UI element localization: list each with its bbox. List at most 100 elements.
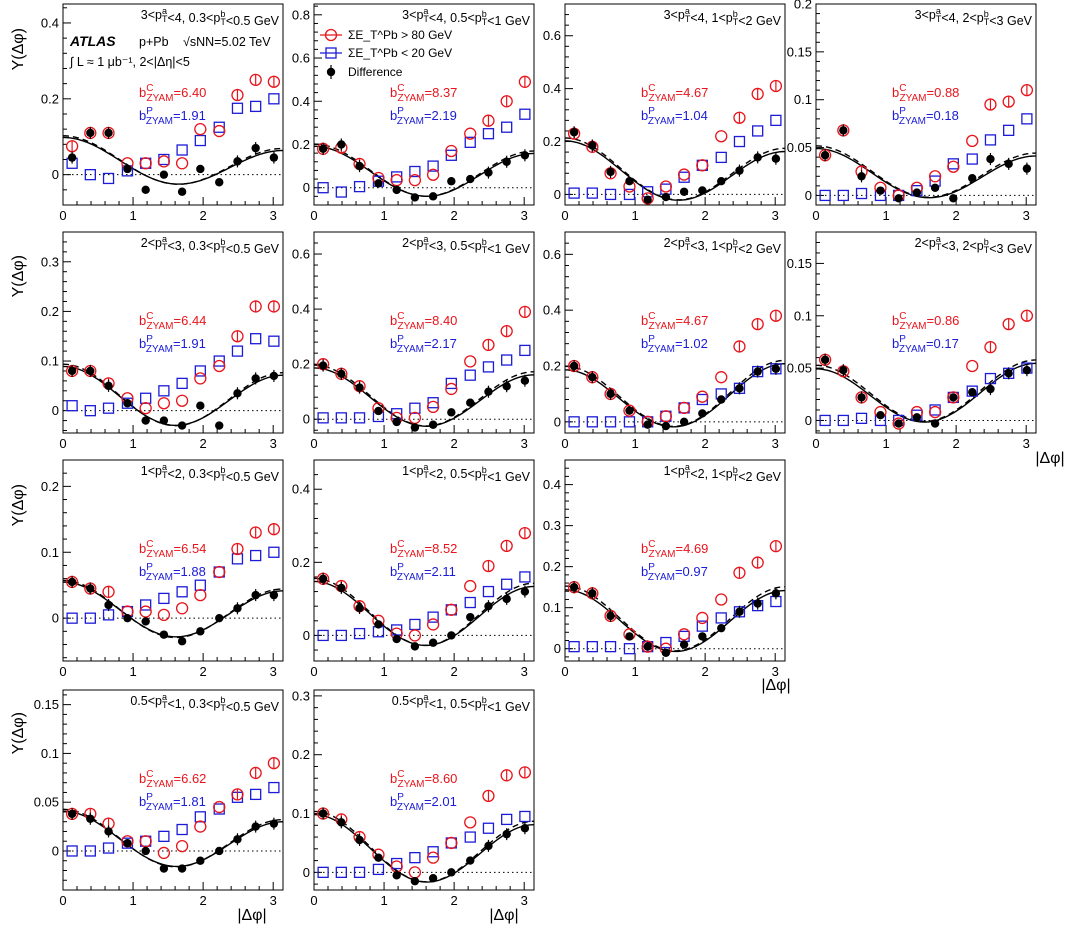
difference-point — [269, 153, 279, 162]
difference-point — [355, 603, 364, 613]
fit-curve-dashed — [564, 585, 786, 652]
central-point — [482, 559, 495, 573]
x-tick-label: 3 — [270, 436, 277, 451]
difference-point — [484, 387, 493, 396]
central-point — [500, 769, 513, 782]
difference-point — [894, 419, 903, 428]
central-point — [733, 566, 746, 579]
peripheral-point — [353, 180, 366, 193]
peripheral-point — [66, 400, 78, 412]
difference-point — [661, 192, 671, 202]
peripheral-point — [335, 412, 347, 424]
x-tick-label: 3 — [521, 893, 528, 908]
peripheral-point — [568, 416, 580, 428]
peripheral-point — [837, 189, 849, 202]
central-point — [139, 157, 152, 170]
difference-point — [104, 600, 113, 610]
peripheral-point — [391, 857, 403, 870]
peripheral-point — [268, 546, 280, 558]
y-tick-label: 0.4 — [292, 94, 310, 109]
peripheral-point — [445, 149, 457, 161]
difference-point — [233, 835, 242, 844]
difference-point — [337, 818, 346, 827]
central-point — [659, 410, 673, 423]
panel-frame — [62, 3, 284, 206]
x-axis-title: |Δφ| — [1035, 450, 1064, 467]
central-point — [696, 159, 709, 172]
difference-point — [269, 819, 279, 828]
difference-point — [643, 420, 652, 429]
fit-curve-dashed — [62, 135, 284, 185]
y-tick-label: 0.05 — [34, 795, 59, 810]
x-tick-label: 0 — [310, 208, 317, 223]
b-central-label: bC ZYAM=0.88 — [892, 83, 959, 104]
b-central-label: bC ZYAM=8.60 — [390, 769, 457, 790]
central-point — [213, 124, 226, 138]
central-point — [641, 640, 654, 653]
fit-curve-solid — [62, 581, 284, 638]
central-point — [715, 593, 728, 606]
difference-point — [67, 577, 77, 587]
peripheral-point — [335, 629, 347, 642]
peripheral-point — [482, 128, 495, 140]
central-point — [139, 605, 152, 618]
x-tick-label: 2 — [451, 208, 458, 223]
b-central-label: bC ZYAM=8.37 — [390, 83, 457, 104]
peripheral-point — [66, 612, 78, 624]
y-tick-label: 0.1 — [543, 600, 561, 615]
central-point — [426, 851, 440, 864]
difference-point — [698, 186, 707, 195]
difference-point — [196, 164, 205, 174]
peripheral-point — [66, 845, 78, 857]
fit-curve-solid — [62, 810, 284, 868]
difference-point — [986, 154, 995, 164]
difference-point — [104, 128, 113, 138]
y-axis-title: Y(Δφ) — [10, 484, 27, 526]
central-point — [408, 411, 422, 425]
difference-point — [141, 846, 150, 856]
b-peripheral-label: bP ZYAM=2.11 — [390, 562, 456, 583]
y-tick-label: 0 — [52, 403, 59, 418]
difference-point — [86, 366, 95, 376]
difference-point — [318, 809, 328, 818]
x-tick-label: 2 — [200, 436, 207, 451]
difference-point — [355, 383, 364, 392]
central-point — [464, 579, 477, 593]
y-tick-label: 0.2 — [292, 555, 310, 570]
difference-point — [67, 809, 77, 819]
difference-point — [233, 389, 242, 398]
x-tick-label: 1 — [380, 208, 387, 223]
fit-curve-dashed — [313, 810, 535, 883]
legend-peripheral-label: ΣE_T^Pb < 20 GeV — [348, 46, 452, 60]
y-tick-label: 0 — [52, 843, 59, 858]
peripheral-point — [409, 851, 421, 864]
central-point — [677, 401, 691, 415]
central-point — [715, 371, 728, 384]
fit-curve-solid — [564, 363, 786, 428]
fit-curve-dashed — [62, 808, 284, 868]
peripheral-point — [586, 187, 598, 199]
central-point — [928, 405, 942, 419]
legend-central-label: ΣE_T^Pb > 80 GeV — [348, 28, 452, 42]
central-point — [157, 155, 171, 168]
difference-point — [269, 371, 279, 381]
y-tick-label: 0.15 — [34, 697, 59, 712]
b-peripheral-label: bP ZYAM=1.81 — [139, 792, 206, 813]
x-tick-label: 3 — [521, 436, 528, 451]
y-tick-label: 0.4 — [543, 477, 561, 492]
difference-point — [771, 589, 781, 598]
central-point — [445, 144, 458, 158]
central-point — [769, 539, 783, 553]
x-tick-label: 0 — [59, 208, 66, 223]
difference-point — [735, 607, 744, 616]
difference-point — [141, 416, 150, 425]
fit-curve-solid — [62, 365, 284, 427]
peripheral-point — [623, 188, 636, 201]
central-point — [984, 98, 997, 111]
difference-point — [679, 640, 689, 649]
central-point — [966, 134, 979, 148]
central-point — [175, 157, 189, 170]
fit-curve-dashed — [62, 363, 284, 427]
difference-point — [337, 583, 346, 593]
